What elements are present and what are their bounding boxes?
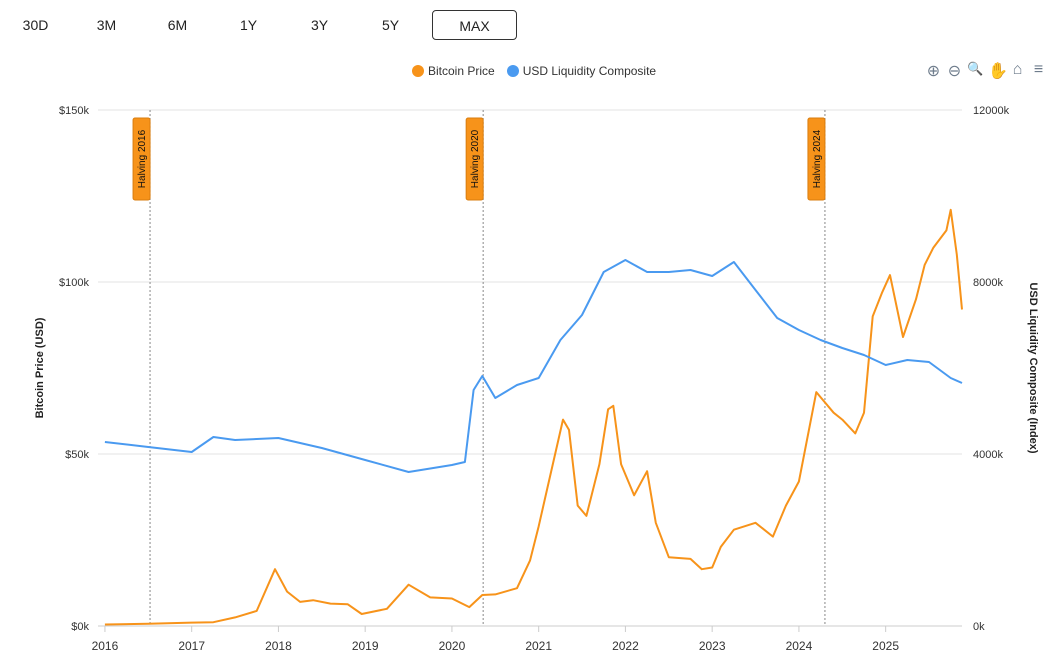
legend-item-bitcoin-price[interactable]: Bitcoin Price — [412, 64, 495, 78]
y-left-tick-label: $150k — [59, 105, 89, 117]
x-tick-label: 2025 — [872, 639, 899, 653]
x-tick-label: 2021 — [525, 639, 552, 653]
zoom-out-icon[interactable]: ⊖ — [947, 63, 962, 80]
x-tick-label: 2017 — [178, 639, 205, 653]
chart-legend: Bitcoin Price USD Liquidity Composite — [412, 64, 656, 78]
x-tick-label: 2024 — [786, 639, 813, 653]
chart-toolbar: ⊕ ⊖ 🔍 ✋ ⌂ ≡ — [925, 61, 1047, 81]
y-left-tick-label: $50k — [65, 449, 89, 461]
x-tick-label: 2022 — [612, 639, 639, 653]
series-line-usd-liquidity-composite — [104, 259, 963, 473]
x-tick-label: 2023 — [699, 639, 726, 653]
halving-label-box — [132, 117, 151, 201]
pan-hand-icon[interactable]: ✋ — [988, 63, 1008, 80]
range-selector: 30D 3M 6M 1Y 3Y 5Y MAX — [0, 10, 517, 40]
home-reset-icon[interactable]: ⌂ — [1012, 61, 1023, 78]
legend-marker — [412, 65, 424, 77]
y-right-tick-label: 12000k — [973, 105, 1010, 117]
x-tick-label: 2020 — [439, 639, 466, 653]
halving-label-box — [807, 117, 826, 201]
range-button-3y[interactable]: 3Y — [310, 17, 329, 33]
range-button-3m[interactable]: 3M — [96, 17, 117, 33]
menu-icon[interactable]: ≡ — [1033, 61, 1044, 78]
range-button-30d[interactable]: 30D — [22, 17, 49, 33]
legend-marker — [506, 65, 519, 77]
zoom-in-icon[interactable]: ⊕ — [926, 63, 941, 80]
range-button-1y[interactable]: 1Y — [239, 17, 258, 33]
x-tick-label: 2016 — [92, 639, 119, 653]
y-left-tick-label: $0k — [71, 621, 89, 633]
halving-label: Halving 2024 — [812, 129, 823, 188]
y-left-tick-label: $100k — [59, 277, 89, 289]
selection-zoom-icon[interactable]: 🔍 — [967, 61, 984, 76]
y-right-tick-label: 8000k — [973, 277, 1003, 289]
range-button-max[interactable]: MAX — [432, 10, 517, 40]
y-left-axis-title: Bitcoin Price (USD) — [34, 317, 46, 418]
range-button-6m[interactable]: 6M — [167, 17, 188, 33]
series-line-bitcoin-price — [104, 208, 963, 626]
x-tick-label: 2019 — [352, 639, 379, 653]
y-right-axis-title: USD Liquidity Composite (Index) — [1027, 282, 1039, 453]
x-tick-label: 2018 — [265, 639, 292, 653]
halving-label: Halving 2020 — [470, 129, 481, 188]
legend-item-usd-liquidity[interactable]: USD Liquidity Composite — [506, 64, 657, 78]
y-right-tick-label: 4000k — [973, 449, 1003, 461]
halving-label-box — [465, 117, 484, 201]
range-button-5y[interactable]: 5Y — [381, 17, 400, 33]
halving-label: Halving 2016 — [137, 129, 148, 188]
legend-label: USD Liquidity Composite — [522, 64, 657, 78]
legend-label: Bitcoin Price — [428, 64, 495, 78]
y-right-tick-label: 0k — [973, 621, 985, 633]
